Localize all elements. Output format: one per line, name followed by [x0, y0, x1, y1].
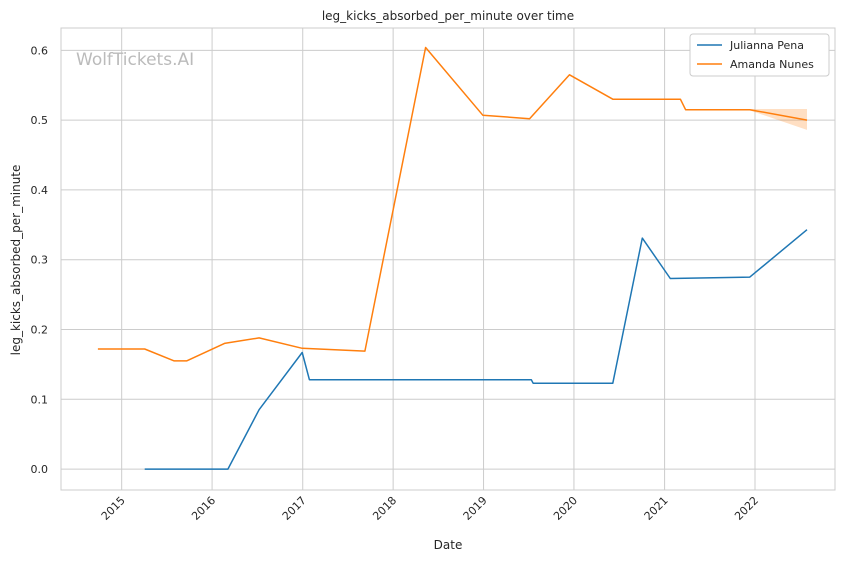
confidence-bands [749, 109, 807, 130]
watermark: WolfTickets.AI [76, 50, 194, 70]
x-axis-title: Date [434, 538, 463, 552]
legend: Julianna Pena Amanda Nunes [689, 33, 830, 77]
x-tick-label: 2017 [280, 494, 309, 523]
x-axis-ticks: 2015 2016 2017 2018 2019 2020 2021 2022 [99, 494, 761, 523]
x-tick-label: 2018 [370, 494, 399, 523]
x-tick-label: 2016 [189, 494, 218, 523]
y-tick-label: 0.0 [31, 463, 49, 476]
x-tick-label: 2015 [99, 494, 128, 523]
series-line-amanda-nunes [97, 46, 808, 362]
band-amanda-nunes [749, 109, 807, 130]
x-tick-label: 2022 [732, 494, 761, 523]
y-tick-label: 0.6 [31, 44, 49, 57]
y-tick-label: 0.5 [31, 114, 49, 127]
series-line-julianna-pena [144, 229, 808, 470]
y-axis-title: leg_kicks_absorbed_per_minute [9, 165, 23, 356]
legend-label-julianna-pena: Julianna Pena [729, 39, 804, 52]
y-tick-label: 0.2 [31, 323, 49, 336]
grid [61, 28, 835, 490]
y-tick-label: 0.3 [31, 254, 49, 267]
x-tick-label: 2020 [551, 494, 580, 523]
series-lines [97, 46, 808, 470]
y-tick-label: 0.1 [31, 393, 49, 406]
y-axis-ticks: 0.0 0.1 0.2 0.3 0.4 0.5 0.6 [31, 44, 49, 476]
legend-box [689, 33, 830, 77]
plot-area [60, 27, 836, 491]
chart-title: leg_kicks_absorbed_per_minute over time [322, 9, 574, 23]
legend-label-amanda-nunes: Amanda Nunes [730, 58, 814, 71]
x-tick-label: 2021 [642, 494, 671, 523]
x-tick-label: 2019 [461, 494, 490, 523]
y-tick-label: 0.4 [31, 184, 49, 197]
